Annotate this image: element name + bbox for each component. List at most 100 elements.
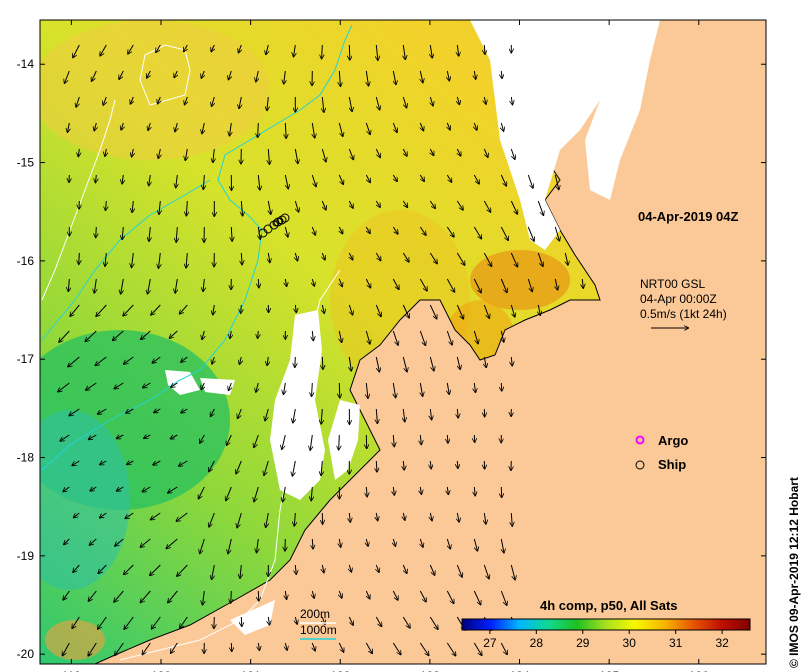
current-vector — [420, 174, 424, 181]
current-vector — [98, 408, 107, 414]
current-vector — [258, 122, 259, 137]
colorbar-tick-label: 28 — [530, 636, 544, 650]
current-vector — [348, 148, 353, 159]
current-vector — [284, 70, 286, 84]
current-vector — [339, 226, 342, 233]
current-vector — [420, 382, 422, 396]
current-vector — [322, 304, 324, 313]
current-vector — [483, 252, 491, 266]
current-vector — [510, 200, 517, 214]
current-vector — [256, 382, 258, 392]
current-vector — [153, 460, 161, 465]
current-vectors — [58, 44, 583, 656]
current-vector — [266, 512, 269, 527]
current-vector — [393, 434, 394, 446]
current-vector — [105, 252, 106, 266]
y-tick-label: -18 — [17, 451, 35, 465]
cloud-region — [585, 20, 660, 200]
current-vector — [429, 200, 435, 208]
current-vector — [511, 356, 512, 365]
current-vector — [500, 174, 506, 186]
current-vector — [457, 512, 459, 522]
credit-text: © IMOS 09-Apr-2019 12:12 Hobart — [787, 477, 801, 668]
cloud-region — [165, 370, 200, 395]
colorbar-tick-label: 29 — [576, 636, 590, 650]
current-vector — [156, 44, 161, 52]
current-vector — [126, 408, 134, 413]
current-vector — [241, 252, 242, 264]
x-tick-label: 121 — [241, 669, 261, 672]
current-vector — [177, 512, 188, 521]
current-vector — [511, 96, 512, 104]
current-vector — [375, 96, 379, 109]
current-vector — [392, 122, 397, 132]
colorbar-title: 4h comp, p50, All Sats — [540, 598, 678, 613]
cloud-region — [470, 20, 620, 250]
current-vector — [447, 122, 450, 130]
current-vector — [365, 278, 370, 288]
x-tick-label: 123 — [420, 669, 440, 672]
current-vector — [376, 512, 377, 520]
current-vector — [114, 590, 124, 602]
current-vector — [402, 96, 406, 107]
isobath-200m-label: 200m — [300, 607, 330, 621]
current-vector — [349, 200, 353, 208]
current-vector — [365, 642, 372, 653]
current-vector — [366, 590, 369, 598]
current-vector — [338, 122, 342, 136]
current-vector — [239, 96, 241, 108]
current-vector — [365, 122, 370, 134]
current-vector — [375, 616, 381, 626]
current-vector — [199, 486, 205, 498]
current-vector — [430, 408, 431, 419]
current-vector — [312, 226, 315, 235]
current-vector — [68, 278, 69, 291]
current-vector — [143, 642, 151, 654]
current-vector — [447, 538, 450, 549]
current-vector — [375, 252, 380, 260]
current-vector — [321, 148, 326, 162]
current-vector — [132, 252, 134, 267]
current-vector — [419, 590, 426, 602]
current-vector — [500, 590, 506, 605]
current-vector — [392, 642, 400, 654]
current-vector — [310, 434, 312, 450]
current-vector — [393, 70, 396, 84]
current-vector — [457, 96, 459, 104]
current-vector — [63, 590, 70, 600]
current-vector — [420, 434, 421, 444]
current-vector — [241, 304, 242, 313]
current-vector — [285, 590, 286, 599]
x-tick-label: 125 — [599, 669, 619, 672]
current-vector — [339, 278, 342, 286]
current-vector — [100, 512, 107, 518]
current-vector — [103, 96, 106, 105]
current-vector — [375, 356, 379, 372]
current-vector — [474, 70, 475, 79]
current-vector — [144, 435, 151, 438]
current-vector — [419, 226, 425, 235]
current-vector — [258, 330, 259, 338]
current-vector — [446, 278, 454, 292]
current-vector — [393, 382, 395, 397]
current-vector — [483, 564, 489, 578]
current-vector — [375, 304, 381, 316]
current-vector — [403, 408, 404, 421]
current-vector — [267, 356, 268, 365]
current-vector — [185, 96, 188, 104]
current-vector — [312, 538, 313, 549]
current-vector — [202, 122, 204, 133]
current-vector — [392, 590, 397, 600]
current-vector — [295, 148, 298, 163]
current-vector — [457, 460, 458, 468]
current-vector — [484, 512, 486, 524]
current-vector — [537, 200, 543, 215]
current-vector — [117, 435, 124, 438]
current-vector — [141, 590, 151, 602]
current-vector — [339, 70, 340, 86]
y-tick-label: -16 — [17, 254, 35, 268]
current-vector — [240, 356, 242, 364]
current-vector — [473, 226, 481, 239]
x-tick-label: 122 — [330, 669, 350, 672]
